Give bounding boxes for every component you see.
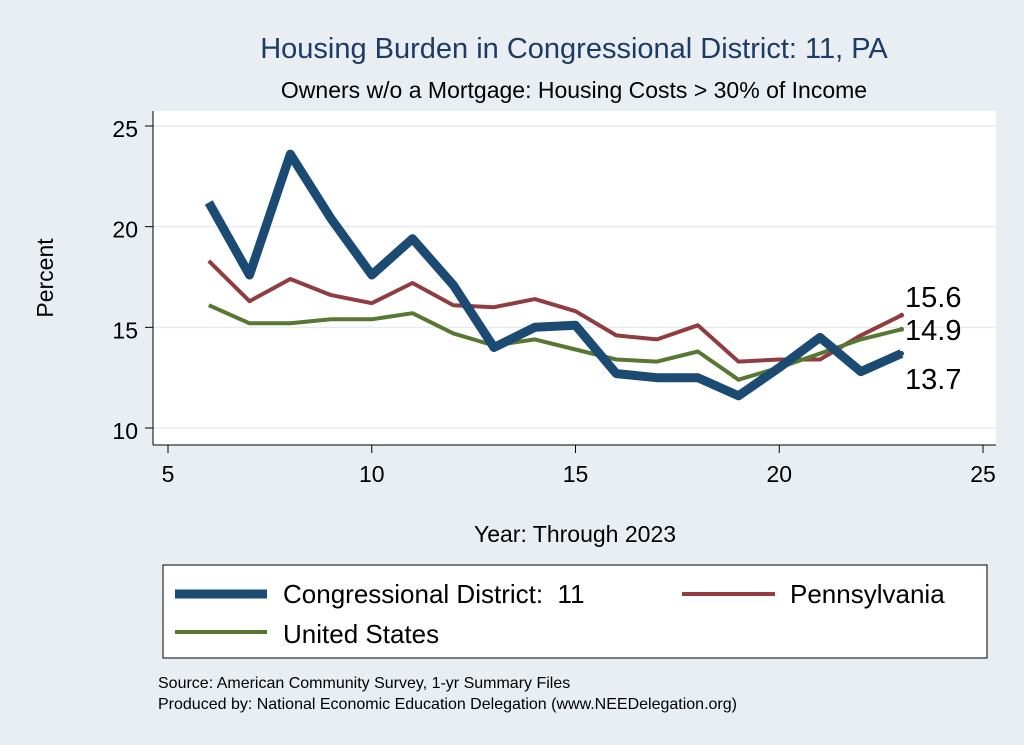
x-tick-label-20: 20 [766,461,792,487]
x-tick-label-5: 5 [162,461,175,487]
legend-label-pennsylvania: Pennsylvania [790,579,945,609]
y-axis-label: Percent [32,238,58,318]
series-group [204,149,904,401]
end-label-united-states: 14.9 [905,315,961,347]
x-tick-label-10: 10 [359,461,385,487]
x-tick-label-15: 15 [563,461,589,487]
axes: 10 15 20 25 5 10 15 20 25 [112,111,996,487]
end-labels: 13.7 15.614.9 [899,282,961,396]
y-tick-label-10: 10 [112,418,138,444]
end-label-pennsylvania: 15.6 [905,282,961,314]
y-tick-label-20: 20 [112,217,138,243]
series-line-district [204,149,904,401]
x-axis-label: Year: Through 2023 [474,521,676,547]
produced-by-note: Produced by: National Economic Education… [158,696,737,713]
chart-title: Housing Burden in Congressional District… [260,33,888,65]
end-label-district: 13.7 [905,364,961,396]
chart-subtitle: Owners w/o a Mortgage: Housing Costs > 3… [281,77,867,103]
y-tick-label-25: 25 [112,116,138,142]
end-marker-pennsylvania [899,312,904,318]
x-tick-label-25: 25 [970,461,996,487]
end-marker-united-states [899,326,904,332]
legend-box [162,564,988,659]
end-marker-district [899,351,904,357]
legend-label-district: Congressional District: 11 [283,579,585,609]
legend: Congressional District: 11 Pennsylvania … [162,564,988,659]
source-note: Source: American Community Survey, 1-yr … [158,675,570,692]
y-tick-label-15: 15 [112,317,138,343]
plot-area [153,111,996,445]
legend-label-united-states: United States [283,619,439,649]
gridlines [153,125,996,429]
